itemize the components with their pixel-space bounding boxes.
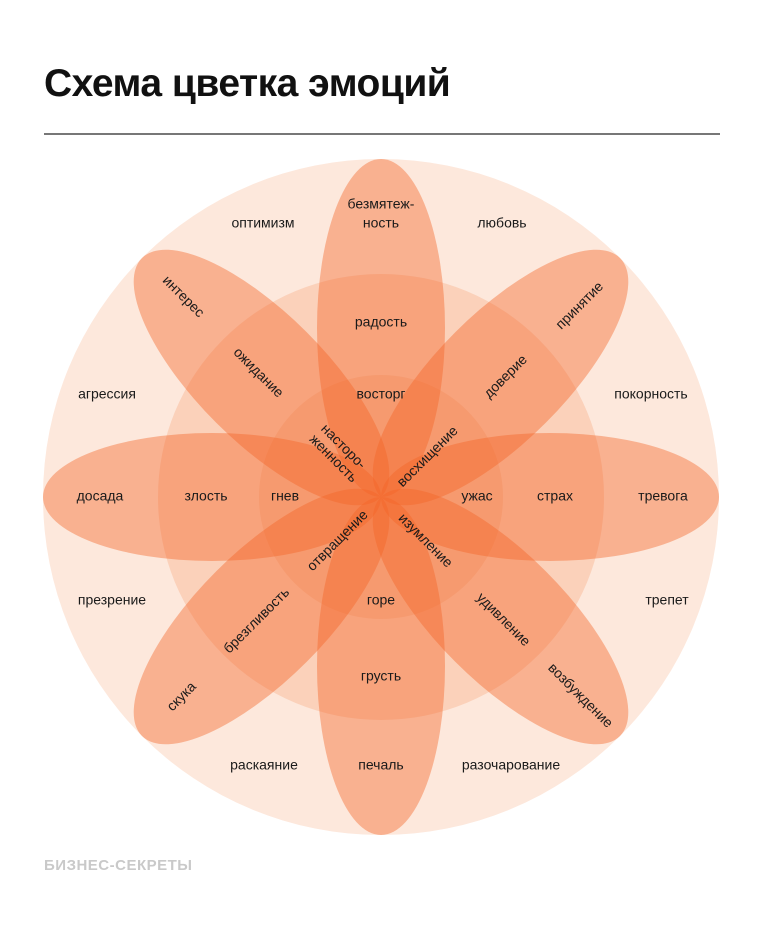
label-remorse: раскаяние [230,757,298,773]
petal [43,433,381,561]
petal [317,497,445,835]
label-grief: горе [367,592,395,608]
label-serenity-2: ность [363,215,399,231]
brand-logo: БИЗНЕС-СЕКРЕТЫ [44,857,193,874]
petals [43,159,719,835]
petal [372,249,629,506]
label-aggressiveness: агрессия [78,386,136,402]
label-contempt: презрение [78,592,146,608]
page-title: Схема цветка эмоций [44,62,451,105]
label-annoyance: досада [77,488,124,504]
petal [381,433,719,561]
label-terror: ужас [461,488,492,504]
middle-circle [158,274,604,720]
label-serenity-1: безмятеж- [348,196,415,212]
label-anger: злость [184,488,227,504]
petal [133,488,390,745]
label-disappointment: разочарование [462,757,560,773]
label-sadness: грусть [361,668,401,684]
label-pensiveness: печаль [358,757,403,773]
label-ecstasy: восторг [357,386,406,402]
label-optimism: оптимизм [231,215,294,231]
label-rage: гнев [271,488,299,504]
divider [44,133,720,135]
inner-circle [259,375,503,619]
outer-circle [43,159,719,835]
petal [133,249,390,506]
petal [317,159,445,497]
petal [372,488,629,745]
label-awe: трепет [645,592,689,608]
label-joy: радость [355,314,407,330]
label-apprehension: тревога [638,488,688,504]
label-fear: страх [537,488,573,504]
label-love: любовь [477,215,526,231]
label-submission: покорность [614,386,687,402]
